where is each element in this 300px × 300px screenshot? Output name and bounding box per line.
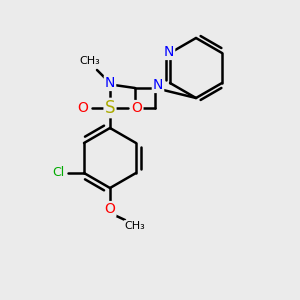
Text: O: O: [105, 202, 116, 216]
Text: CH₃: CH₃: [80, 56, 100, 66]
Text: N: N: [105, 76, 115, 90]
Text: Cl: Cl: [52, 167, 64, 179]
Text: CH₃: CH₃: [124, 221, 146, 231]
Text: S: S: [105, 99, 115, 117]
Text: N: N: [164, 45, 174, 59]
Text: O: O: [78, 101, 88, 115]
Text: N: N: [153, 78, 163, 92]
Text: O: O: [132, 101, 142, 115]
